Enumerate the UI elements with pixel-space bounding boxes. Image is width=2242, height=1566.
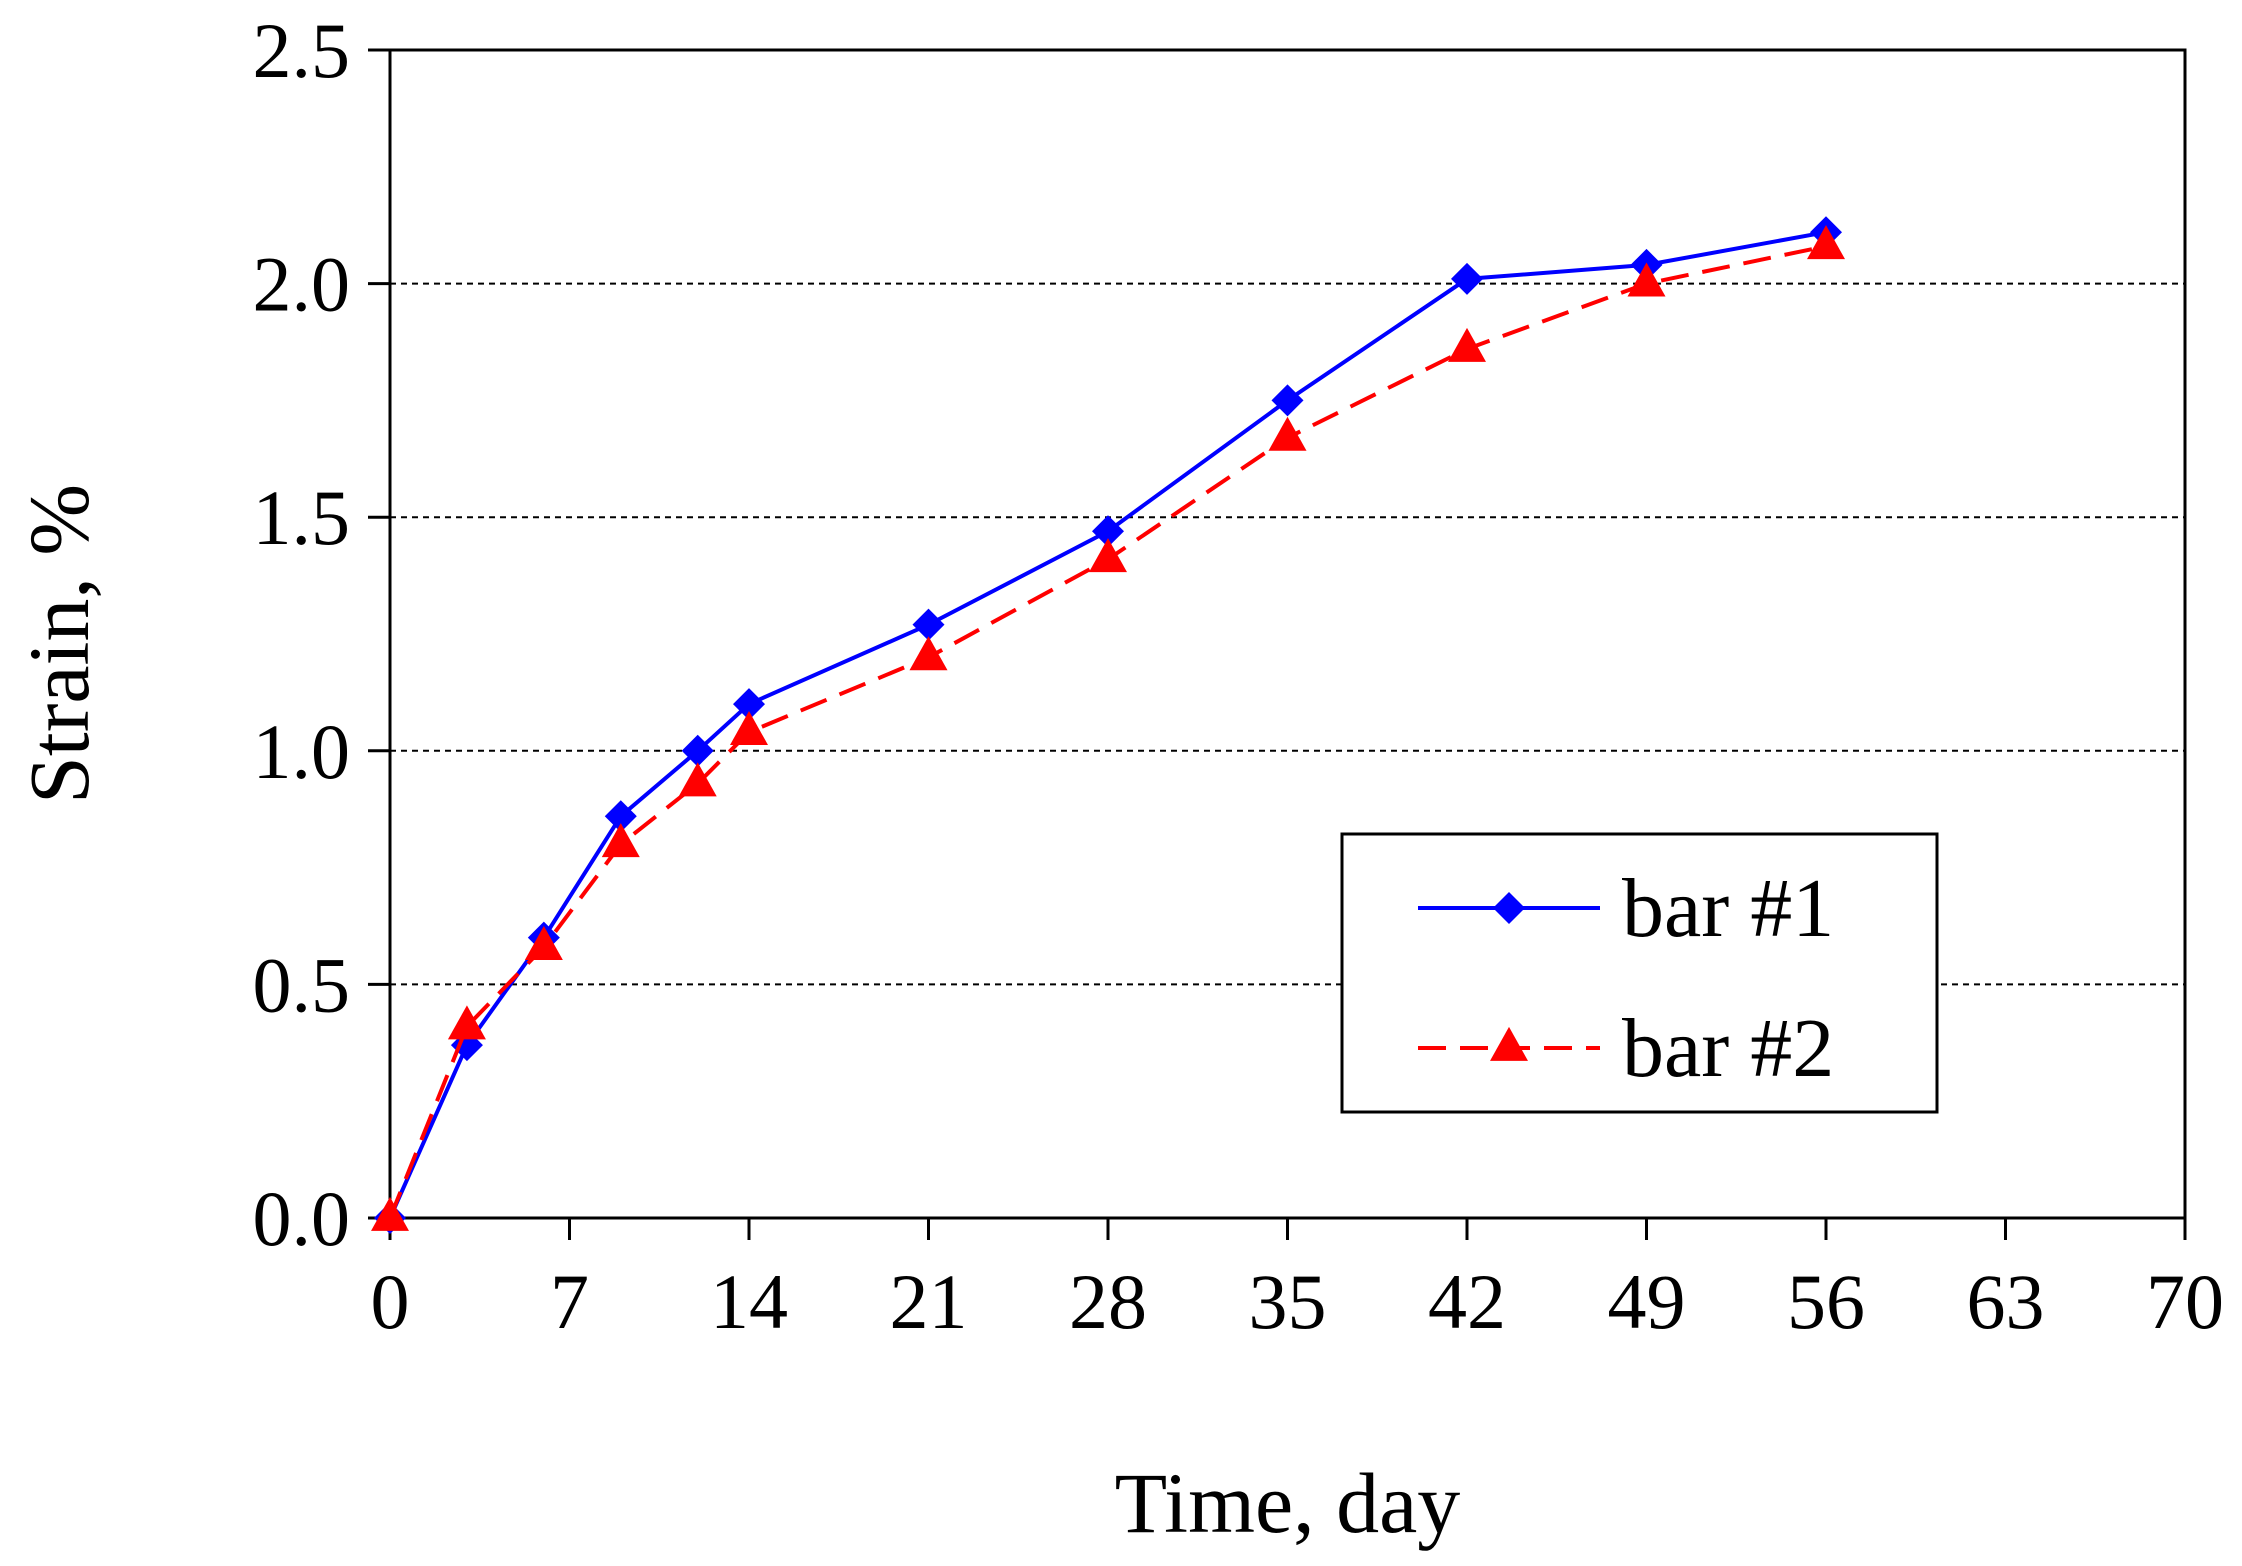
data-point	[678, 762, 717, 797]
legend-label: bar #1	[1622, 862, 1834, 955]
data-point	[1627, 262, 1666, 297]
data-point	[1448, 327, 1486, 362]
data-point	[1268, 416, 1307, 451]
y-tick-label: 1.0	[253, 708, 351, 795]
data-point	[912, 608, 945, 641]
legend-label: bar #2	[1622, 1002, 1834, 1095]
legend-swatch-marker	[1490, 1026, 1528, 1061]
x-tick-label: 35	[1249, 1258, 1327, 1345]
x-tick-label: 63	[1967, 1258, 2045, 1345]
data-point	[524, 925, 563, 960]
x-tick-label: 28	[1069, 1258, 1147, 1345]
legend: bar #1 bar #2	[1340, 832, 1939, 1114]
y-tick-label: 0.0	[253, 1175, 351, 1262]
x-tick-label: 14	[710, 1258, 788, 1345]
data-point	[1271, 384, 1304, 417]
x-tick-label: 42	[1428, 1258, 1506, 1345]
x-tick-label: 0	[371, 1258, 410, 1345]
y-tick-label: 2.0	[253, 241, 351, 328]
data-point	[730, 711, 768, 746]
data-point	[601, 823, 640, 858]
legend-item: bar #1	[1418, 862, 1834, 955]
x-tick-label: 49	[1608, 1258, 1686, 1345]
data-point	[1807, 225, 1845, 260]
data-point	[447, 1005, 486, 1040]
x-tick-label: 21	[890, 1258, 968, 1345]
data-point	[1089, 538, 1127, 573]
legend-item: bar #2	[1418, 1002, 1834, 1095]
data-point	[1451, 262, 1483, 295]
data-point	[604, 800, 637, 833]
x-tick-label: 56	[1787, 1258, 1865, 1345]
y-tick-label: 2.5	[253, 7, 351, 94]
y-tick-label: 1.5	[253, 474, 351, 561]
x-tick-label: 7	[550, 1258, 589, 1345]
series-line	[388, 244, 1827, 1219]
data-point	[1092, 515, 1124, 548]
data-point	[733, 688, 765, 721]
x-axis-title: Time, day	[1115, 1455, 1461, 1551]
data-point	[909, 636, 948, 671]
x-tick-label: 70	[2146, 1258, 2224, 1345]
data-series	[371, 216, 1845, 1234]
data-point	[371, 1196, 409, 1231]
y-axis-title: Strain, %	[11, 484, 107, 804]
legend-box	[1340, 832, 1939, 1114]
axes: 0.0 0.5 1.0 1.5 2.0 2.5 0 7 14 21 28 35 42 49 56 63 70	[253, 7, 2225, 1345]
legend-swatch-marker	[1493, 892, 1525, 924]
data-point	[681, 734, 714, 767]
y-tick-label: 0.5	[253, 941, 351, 1028]
series-2	[371, 225, 1845, 1231]
